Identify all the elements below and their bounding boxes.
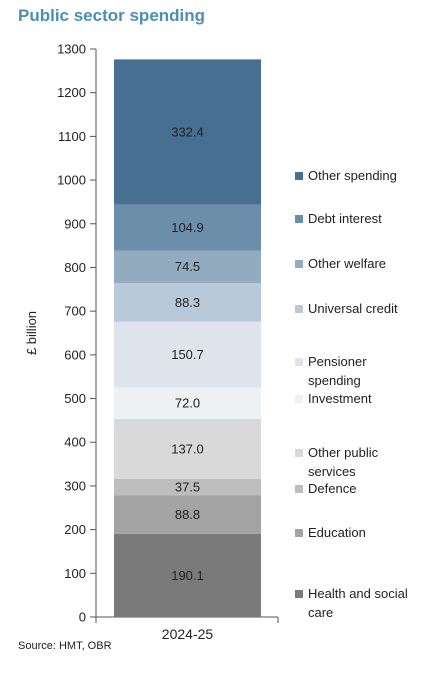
y-tick-label: 700 xyxy=(64,304,86,319)
legend-label: care xyxy=(308,605,333,620)
segment-label: 88.3 xyxy=(175,295,200,310)
segment-label: 104.9 xyxy=(171,220,204,235)
legend-label: Other spending xyxy=(308,168,397,183)
bar-segment xyxy=(114,59,261,205)
y-tick-label: 300 xyxy=(64,478,86,493)
bar-segments xyxy=(114,59,261,617)
legend-item: Investment xyxy=(295,391,372,406)
y-tick-label: 0 xyxy=(79,610,86,625)
y-tick-label: 500 xyxy=(64,391,86,406)
legend-item: Universal credit xyxy=(295,301,398,316)
chart-title: Public sector spending xyxy=(18,6,206,25)
y-tick-label: 1000 xyxy=(57,173,86,188)
legend-swatch xyxy=(295,358,303,366)
y-axis: 0 100 200 300 400 500 600 700 800 900 1000 1100 1200… xyxy=(24,42,279,642)
legend-swatch xyxy=(295,172,303,180)
bar-segment xyxy=(114,283,261,322)
legend-swatch xyxy=(295,485,303,493)
segment-label: 137.0 xyxy=(171,441,204,456)
legend-label: services xyxy=(308,464,356,479)
legend-label: Investment xyxy=(308,391,372,406)
bar-segment xyxy=(114,204,261,251)
legend-item: Other welfare xyxy=(295,256,386,271)
legend-swatch xyxy=(295,260,303,268)
y-tick-label: 1200 xyxy=(57,85,86,100)
segment-label: 72.0 xyxy=(175,396,200,411)
segment-label: 332.4 xyxy=(171,125,204,140)
legend-swatch xyxy=(295,590,303,598)
segment-label: 74.5 xyxy=(175,259,200,274)
legend-item: Other spending xyxy=(295,168,397,183)
bar-segment xyxy=(114,250,261,284)
x-category-label: 2024-25 xyxy=(162,626,214,642)
y-tick-label: 900 xyxy=(64,216,86,231)
legend-label: Debt interest xyxy=(308,211,382,226)
legend-label: Pensioner xyxy=(308,354,367,369)
legend-item: Education xyxy=(295,525,366,540)
legend-label: Other welfare xyxy=(308,256,386,271)
legend-label: Universal credit xyxy=(308,301,398,316)
y-tick-label: 100 xyxy=(64,566,86,581)
legend-label: spending xyxy=(308,373,361,388)
bar-segment xyxy=(114,418,261,479)
segment-label: 88.8 xyxy=(175,507,200,522)
legend-label: Other public xyxy=(308,445,379,460)
legend-item: Other public services xyxy=(295,445,379,479)
y-axis-title: £ billion xyxy=(24,311,39,355)
legend-item: Debt interest xyxy=(295,211,382,226)
legend-swatch xyxy=(295,449,303,457)
bar-segment xyxy=(114,533,261,617)
bar-segment xyxy=(114,387,261,419)
legend-swatch xyxy=(295,305,303,313)
legend: Health and social care Education Defence Oth… xyxy=(295,168,408,620)
segment-labels: 190.1 88.8 37.5 137.0 72.0 150.7 88.3 74.5 104.9… xyxy=(171,125,204,583)
legend-swatch xyxy=(295,529,303,537)
segment-label: 190.1 xyxy=(171,568,204,583)
source-note: Source: HMT, OBR xyxy=(18,640,112,652)
y-tick-label: 1100 xyxy=(58,129,86,144)
y-tick-label: 1300 xyxy=(57,42,86,57)
y-tick-label: 200 xyxy=(64,522,86,537)
bar-segment xyxy=(114,478,261,496)
legend-item: Defence xyxy=(295,481,356,496)
legend-swatch xyxy=(295,395,303,403)
y-tick-label: 800 xyxy=(64,260,86,275)
segment-label: 37.5 xyxy=(175,479,200,494)
bar-segment xyxy=(114,321,261,388)
legend-swatch xyxy=(295,215,303,223)
segment-label: 150.7 xyxy=(171,347,204,362)
legend-item: Health and social care xyxy=(295,586,408,620)
legend-label: Health and social xyxy=(308,586,408,601)
bar-segment xyxy=(114,495,261,534)
legend-label: Education xyxy=(308,525,366,540)
y-tick-label: 600 xyxy=(64,347,86,362)
legend-label: Defence xyxy=(308,481,356,496)
y-tick-label: 400 xyxy=(64,435,86,450)
legend-item: Pensioner spending xyxy=(295,354,367,388)
